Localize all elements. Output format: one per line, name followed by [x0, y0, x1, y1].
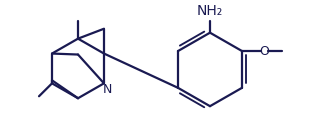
- Text: N: N: [102, 83, 112, 96]
- Text: NH₂: NH₂: [197, 4, 223, 18]
- Text: O: O: [259, 45, 269, 58]
